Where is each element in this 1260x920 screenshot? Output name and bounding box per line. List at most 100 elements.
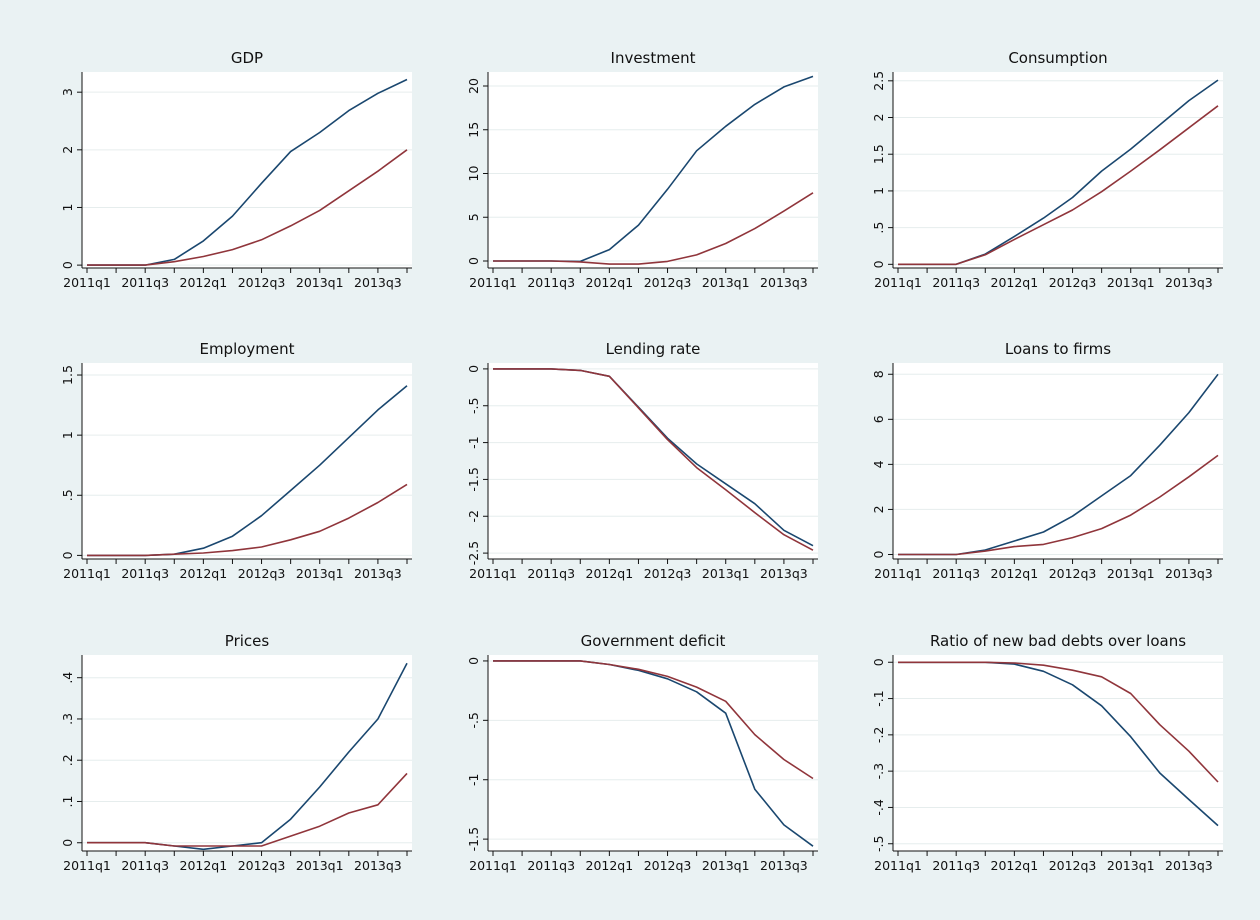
- plot-area: [82, 72, 412, 268]
- series-line: [87, 772, 408, 847]
- x-tick-label: 2011q1: [63, 858, 111, 873]
- x-tick-label: 2011q1: [469, 566, 517, 581]
- x-tick-label: 2013q3: [1165, 858, 1213, 873]
- x-tick-label: 2013q3: [760, 275, 808, 290]
- y-tick-label: -.2: [871, 727, 886, 743]
- y-tick-label: 0: [871, 550, 886, 558]
- y-tick-label: .5: [871, 222, 886, 234]
- x-tick-label: 2013q1: [702, 275, 750, 290]
- y-tick-label: -1.5: [466, 467, 481, 491]
- x-tick-label: 2011q1: [63, 275, 111, 290]
- x-tick-label: 2012q1: [180, 858, 228, 873]
- chart-title: Investment: [611, 49, 696, 67]
- y-tick-label: -1.5: [466, 827, 481, 851]
- y-tick-label: -1: [466, 436, 481, 448]
- chart-panel: Loans to firms 0 2 4 6 8 2011q1 2011q3 2012q1 201…: [871, 340, 1223, 581]
- x-tick-label: 2011q1: [469, 275, 517, 290]
- plot-area: [488, 72, 818, 268]
- y-tick-label: 0: [466, 365, 481, 373]
- x-tick-label: 2012q1: [991, 566, 1039, 581]
- y-tick-label: .1: [60, 796, 75, 808]
- y-tick-label: -.5: [466, 712, 481, 728]
- y-tick-label: -.3: [871, 763, 886, 779]
- y-tick-label: 2: [60, 146, 75, 154]
- series-line: [493, 660, 814, 780]
- y-tick-label: 15: [466, 122, 481, 138]
- x-tick-label: 2012q1: [586, 275, 634, 290]
- x-tick-label: 2013q1: [1107, 858, 1155, 873]
- x-tick-label: 2011q1: [874, 275, 922, 290]
- chart-panel: Government deficit 0 -.5 -1 -1.5 2011q1 2011q3…: [466, 632, 818, 873]
- chart-title: Ratio of new bad debts over loans: [930, 632, 1186, 650]
- y-tick-label: 0: [871, 260, 886, 268]
- x-tick-label: 2013q1: [296, 566, 344, 581]
- x-tick-label: 2011q3: [527, 858, 575, 873]
- x-tick-label: 2011q1: [469, 858, 517, 873]
- x-tick-label: 2012q3: [238, 566, 286, 581]
- x-tick-label: 2013q3: [354, 275, 402, 290]
- y-tick-label: 1: [60, 431, 75, 439]
- x-tick-label: 2012q3: [644, 858, 692, 873]
- series-line: [493, 368, 814, 551]
- y-tick-label: .3: [60, 713, 75, 725]
- y-tick-label: 0: [466, 657, 481, 665]
- y-tick-label: 0: [60, 551, 75, 559]
- x-tick-label: 2012q1: [991, 275, 1039, 290]
- x-tick-label: 2013q1: [702, 858, 750, 873]
- chart-title: Consumption: [1008, 49, 1107, 67]
- x-tick-label: 2012q3: [1049, 566, 1097, 581]
- series-line: [87, 483, 408, 557]
- x-tick-label: 2011q3: [527, 566, 575, 581]
- series-line: [898, 105, 1219, 266]
- series-line: [87, 149, 408, 266]
- x-tick-label: 2011q3: [121, 566, 169, 581]
- chart-title: GDP: [231, 49, 263, 67]
- x-tick-label: 2011q3: [932, 275, 980, 290]
- chart-title: Loans to firms: [1005, 340, 1111, 358]
- y-tick-label: -2: [466, 510, 481, 522]
- y-tick-label: 1: [871, 187, 886, 195]
- x-tick-label: 2012q1: [991, 858, 1039, 873]
- x-tick-label: 2011q1: [874, 566, 922, 581]
- y-tick-label: -.5: [466, 398, 481, 414]
- chart-panel: Ratio of new bad debts over loans 0 -.1 -.2…: [871, 632, 1223, 873]
- x-tick-label: 2012q1: [586, 566, 634, 581]
- plot-area: [893, 72, 1223, 268]
- series-line: [898, 661, 1219, 783]
- y-tick-label: .4: [60, 672, 75, 684]
- y-tick-label: 2: [871, 505, 886, 513]
- x-tick-label: 2013q1: [1107, 275, 1155, 290]
- y-tick-label: 5: [466, 213, 481, 221]
- x-tick-label: 2011q3: [527, 275, 575, 290]
- x-tick-label: 2013q3: [354, 566, 402, 581]
- plot-area: [893, 655, 1223, 851]
- x-tick-label: 2013q3: [760, 566, 808, 581]
- x-tick-label: 2013q1: [296, 275, 344, 290]
- y-tick-label: .5: [60, 489, 75, 501]
- y-tick-label: 2.5: [871, 71, 886, 91]
- y-tick-label: -.4: [871, 799, 886, 815]
- y-tick-label: 6: [871, 415, 886, 423]
- plot-area: [488, 363, 818, 559]
- x-tick-label: 2013q3: [1165, 275, 1213, 290]
- x-tick-label: 2012q3: [238, 275, 286, 290]
- chart-panel: Investment 0 5 10 15 20 2011q1 2011q3 2012q1 2012…: [466, 49, 818, 290]
- plot-area: [893, 363, 1223, 559]
- chart-panel: GDP 0 1 2 3 2011q1 2011q3 2012q1 2012q3 2013q1 201…: [60, 49, 412, 290]
- y-tick-label: 2: [871, 114, 886, 122]
- y-tick-label: 1.5: [871, 144, 886, 164]
- y-tick-label: 1: [60, 203, 75, 211]
- y-tick-label: 1.5: [60, 365, 75, 385]
- y-tick-label: 3: [60, 88, 75, 96]
- x-tick-label: 2011q1: [874, 858, 922, 873]
- chart-title: Prices: [225, 632, 270, 650]
- y-tick-label: 0: [60, 261, 75, 269]
- x-tick-label: 2013q3: [1165, 566, 1213, 581]
- x-tick-label: 2012q1: [180, 566, 228, 581]
- series-line: [898, 454, 1219, 556]
- x-tick-label: 2012q3: [238, 858, 286, 873]
- x-tick-label: 2013q1: [702, 566, 750, 581]
- chart-panel: Consumption 0 .5 1 1.5 2 2.5 2011q1 2011q3 2012q1…: [871, 49, 1223, 290]
